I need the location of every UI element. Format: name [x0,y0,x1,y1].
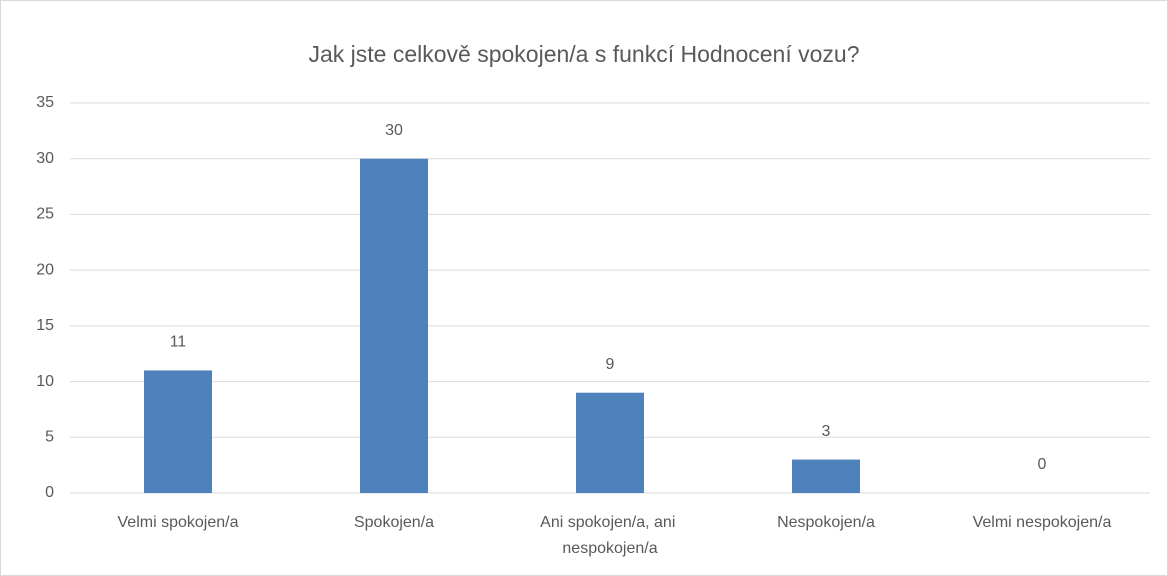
y-tick-label: 0 [45,484,54,501]
y-tick-label: 35 [36,94,54,111]
bar [792,459,860,493]
data-label: 9 [606,356,615,373]
chart-title: Jak jste celkově spokojen/a s funkcí Hod… [308,41,859,67]
bar [360,158,428,493]
y-tick-label: 30 [36,150,54,167]
x-tick-label: Nespokojen/a [777,514,875,531]
x-tick-label: Ani spokojen/a, ani nespokojen/a [540,514,680,557]
bar [144,370,212,493]
y-tick-label: 15 [36,317,54,334]
bar [576,392,644,493]
data-label: 11 [170,334,187,351]
y-tick-label: 25 [36,206,54,223]
x-tick-label: Velmi spokojen/a [118,514,239,531]
data-label: 3 [822,423,831,440]
y-tick-label: 20 [36,261,54,278]
x-tick-label: Spokojen/a [354,514,434,531]
data-label: 30 [385,122,403,139]
x-tick-label: Velmi nespokojen/a [973,514,1112,531]
y-tick-label: 10 [36,373,54,390]
data-label: 0 [1038,456,1047,473]
y-tick-label: 5 [45,429,54,446]
